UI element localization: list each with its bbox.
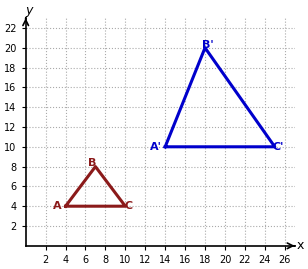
Text: A': A' [150,142,162,152]
Text: y: y [25,4,32,17]
Text: C': C' [272,142,283,152]
Text: B': B' [202,40,214,50]
Text: C: C [124,201,132,211]
Text: x: x [297,239,304,252]
Text: B: B [88,158,97,168]
Text: A: A [53,201,62,211]
